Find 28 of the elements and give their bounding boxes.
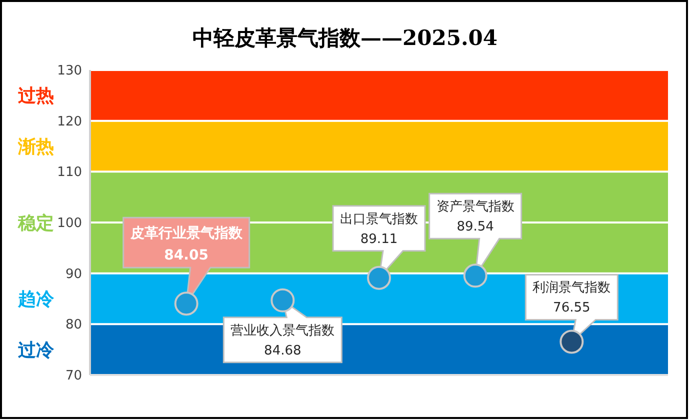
y-tick-label: 70: [65, 368, 82, 384]
y-tick-label: 110: [57, 165, 82, 180]
y-tick-label: 80: [65, 318, 82, 333]
y-tick-label: 130: [57, 64, 82, 79]
y-tick-label: 90: [65, 266, 82, 282]
data-label: 76.55: [553, 300, 590, 316]
x-tick-label: 利润景气指数: [532, 280, 611, 296]
data-label: 84.68: [264, 343, 302, 358]
x-tick-label: 资产景气指数: [436, 200, 514, 215]
point: [560, 330, 584, 354]
y-tick-label: 120: [57, 114, 82, 130]
band-label: 过热: [17, 86, 54, 107]
x-tick-label: 出口景气指数: [340, 212, 418, 227]
point: [463, 264, 488, 288]
x-tick-label: 营业收入景气指数: [230, 323, 335, 338]
y-tick-label: 100: [57, 216, 82, 232]
data-label: 89.54: [456, 220, 494, 235]
band-label: 渐热: [17, 136, 54, 158]
point: [174, 292, 198, 316]
point: [270, 288, 295, 312]
chart-title: 中轻皮革景气指数——2025.04: [192, 25, 498, 50]
x-tick-label: 皮革行业景气指数: [129, 226, 244, 242]
data-label: 89.11: [360, 232, 398, 247]
band-label: 趋冷: [17, 289, 55, 310]
band-label: 稳定: [17, 212, 54, 234]
band-label: 过冷: [17, 340, 55, 361]
data-label: 84.05: [164, 248, 208, 264]
point: [367, 266, 391, 290]
